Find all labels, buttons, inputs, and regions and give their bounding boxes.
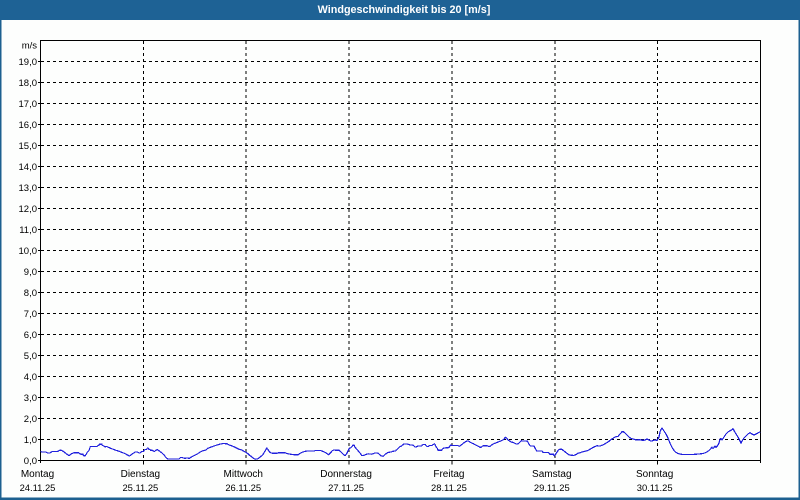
- svg-text:6,0: 6,0: [24, 330, 37, 341]
- svg-text:27.11.25: 27.11.25: [328, 482, 364, 493]
- svg-text:13,0: 13,0: [19, 183, 38, 194]
- svg-text:15,0: 15,0: [19, 141, 38, 152]
- svg-text:2,0: 2,0: [24, 414, 37, 425]
- svg-text:1,0: 1,0: [24, 435, 37, 446]
- svg-text:Windgeschwindigkeit bis 20 [m/: Windgeschwindigkeit bis 20 [m/s]: [318, 4, 491, 16]
- svg-text:Sonntag: Sonntag: [636, 469, 673, 480]
- svg-text:7,0: 7,0: [24, 309, 37, 320]
- svg-text:25.11.25: 25.11.25: [122, 482, 158, 493]
- svg-text:14,0: 14,0: [19, 162, 38, 173]
- svg-text:Donnerstag: Donnerstag: [320, 469, 372, 480]
- svg-text:Montag: Montag: [21, 469, 54, 480]
- svg-text:Samstag: Samstag: [532, 469, 571, 480]
- svg-text:11,0: 11,0: [19, 225, 37, 236]
- svg-text:3,0: 3,0: [24, 393, 37, 404]
- svg-text:10,0: 10,0: [19, 246, 38, 257]
- svg-text:26.11.25: 26.11.25: [225, 482, 261, 493]
- svg-text:Dienstag: Dienstag: [121, 469, 160, 480]
- svg-text:30.11.25: 30.11.25: [637, 482, 673, 493]
- svg-text:m/s: m/s: [22, 41, 38, 52]
- svg-text:28.11.25: 28.11.25: [431, 482, 467, 493]
- svg-text:17,0: 17,0: [19, 99, 38, 110]
- svg-text:19,0: 19,0: [19, 57, 38, 68]
- svg-text:16,0: 16,0: [19, 120, 38, 131]
- svg-text:0,0: 0,0: [24, 456, 37, 467]
- svg-text:29.11.25: 29.11.25: [534, 482, 570, 493]
- svg-text:Freitag: Freitag: [433, 469, 464, 480]
- svg-text:Mittwoch: Mittwoch: [223, 469, 262, 480]
- svg-text:24.11.25: 24.11.25: [20, 482, 56, 493]
- svg-text:9,0: 9,0: [24, 267, 37, 278]
- svg-text:18,0: 18,0: [19, 78, 38, 89]
- svg-text:5,0: 5,0: [24, 351, 37, 362]
- svg-text:4,0: 4,0: [24, 372, 37, 383]
- svg-text:12,0: 12,0: [19, 204, 38, 215]
- svg-text:8,0: 8,0: [24, 288, 37, 299]
